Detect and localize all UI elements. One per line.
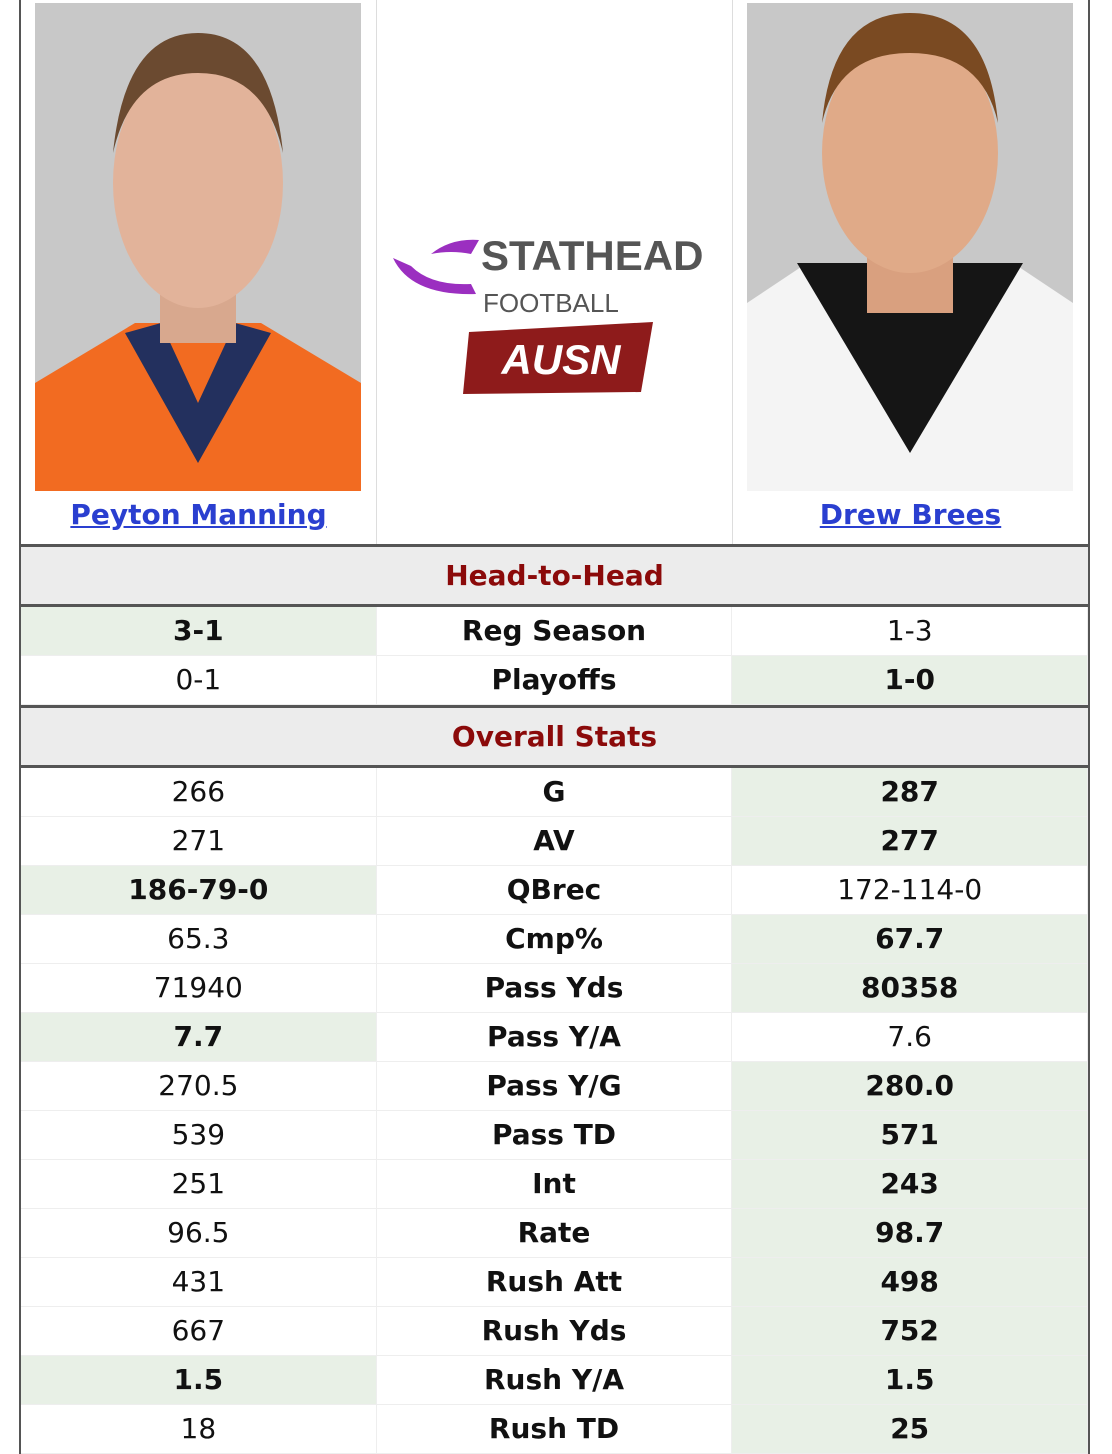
right-value: 498 xyxy=(732,1258,1089,1306)
stat-label: Pass Yds xyxy=(376,964,733,1012)
head-to-head-heading: Head-to-Head xyxy=(21,547,1088,607)
player-right-cell: Drew Brees xyxy=(733,0,1088,544)
logo-badge-text: AUSN xyxy=(500,336,622,383)
stat-label: Playoffs xyxy=(376,656,733,704)
stat-label: Rush Att xyxy=(376,1258,733,1306)
right-value: 7.6 xyxy=(732,1013,1089,1061)
stat-label: Rate xyxy=(376,1209,733,1257)
left-value: 65.3 xyxy=(21,915,377,963)
logo-cell: STATHEAD FOOTBALL AUSN xyxy=(377,0,733,544)
right-value: 80358 xyxy=(732,964,1089,1012)
stat-row: 71940 Pass Yds 80358 xyxy=(21,964,1089,1013)
overall-stats-rows: 266 G 287 271 AV 277 186-79-0 QBrec 172-114-0 65.… xyxy=(21,768,1089,1454)
left-value: 96.5 xyxy=(21,1209,377,1257)
stat-label: Pass Y/A xyxy=(376,1013,733,1061)
left-value: 539 xyxy=(21,1111,377,1159)
player-link-right[interactable]: Drew Brees xyxy=(819,498,1002,531)
left-value: 3-1 xyxy=(21,607,377,655)
headshot-image xyxy=(747,3,1073,491)
comparison-table: Peyton Manning STATHEAD FOOTBALL AUSN Dr… xyxy=(19,0,1090,1454)
left-value: 266 xyxy=(21,768,377,816)
stat-label: Rush TD xyxy=(376,1405,733,1453)
stat-row: 186-79-0 QBrec 172-114-0 xyxy=(21,866,1089,915)
left-value: 667 xyxy=(21,1307,377,1355)
headshot-image xyxy=(35,3,361,491)
stat-row: 18 Rush TD 25 xyxy=(21,1405,1089,1454)
head-to-head-rows: 3-1 Reg Season 1-3 0-1 Playoffs 1-0 xyxy=(21,607,1089,708)
stat-label: AV xyxy=(376,817,733,865)
right-value: 25 xyxy=(732,1405,1089,1453)
stat-label: Reg Season xyxy=(376,607,733,655)
right-value: 98.7 xyxy=(732,1209,1089,1257)
stat-row: 65.3 Cmp% 67.7 xyxy=(21,915,1089,964)
stat-row: 0-1 Playoffs 1-0 xyxy=(21,656,1089,705)
stat-row: 431 Rush Att 498 xyxy=(21,1258,1089,1307)
player-left-cell: Peyton Manning xyxy=(21,0,377,544)
left-value: 270.5 xyxy=(21,1062,377,1110)
right-value: 1-0 xyxy=(732,656,1089,704)
stat-row: 1.5 Rush Y/A 1.5 xyxy=(21,1356,1089,1405)
stat-row: 667 Rush Yds 752 xyxy=(21,1307,1089,1356)
stat-row: 271 AV 277 xyxy=(21,817,1089,866)
right-value: 1.5 xyxy=(732,1356,1089,1404)
stat-label: Pass TD xyxy=(376,1111,733,1159)
stat-row: 270.5 Pass Y/G 280.0 xyxy=(21,1062,1089,1111)
right-value: 280.0 xyxy=(732,1062,1089,1110)
left-value: 1.5 xyxy=(21,1356,377,1404)
stat-row: 251 Int 243 xyxy=(21,1160,1089,1209)
logo-brand-text: STATHEAD xyxy=(481,232,703,279)
right-value: 277 xyxy=(732,817,1089,865)
right-value: 752 xyxy=(732,1307,1089,1355)
left-value: 271 xyxy=(21,817,377,865)
right-value: 571 xyxy=(732,1111,1089,1159)
left-value: 186-79-0 xyxy=(21,866,377,914)
player-link-left[interactable]: Peyton Manning xyxy=(70,498,327,531)
stat-label: Cmp% xyxy=(376,915,733,963)
left-value: 71940 xyxy=(21,964,377,1012)
stat-label: Int xyxy=(376,1160,733,1208)
player-photo-right xyxy=(747,3,1073,491)
right-value: 1-3 xyxy=(732,607,1089,655)
left-value: 431 xyxy=(21,1258,377,1306)
player-photo-left xyxy=(35,3,361,491)
stathead-ausn-logo: STATHEAD FOOTBALL AUSN xyxy=(393,232,703,394)
left-value: 251 xyxy=(21,1160,377,1208)
stat-row: 7.7 Pass Y/A 7.6 xyxy=(21,1013,1089,1062)
stat-label: QBrec xyxy=(376,866,733,914)
left-value: 0-1 xyxy=(21,656,377,704)
right-value: 243 xyxy=(732,1160,1089,1208)
left-value: 18 xyxy=(21,1405,377,1453)
right-value: 67.7 xyxy=(732,915,1089,963)
stat-row: 3-1 Reg Season 1-3 xyxy=(21,607,1089,656)
player-header: Peyton Manning STATHEAD FOOTBALL AUSN Dr… xyxy=(21,0,1088,547)
stat-label: G xyxy=(376,768,733,816)
logo-sub-text: FOOTBALL xyxy=(483,288,619,318)
overall-stats-heading: Overall Stats xyxy=(21,708,1088,768)
right-value: 172-114-0 xyxy=(732,866,1089,914)
ausn-badge xyxy=(463,322,653,394)
stat-label: Rush Yds xyxy=(376,1307,733,1355)
stat-row: 539 Pass TD 571 xyxy=(21,1111,1089,1160)
right-value: 287 xyxy=(732,768,1089,816)
stat-row: 266 G 287 xyxy=(21,768,1089,817)
left-value: 7.7 xyxy=(21,1013,377,1061)
stat-label: Rush Y/A xyxy=(376,1356,733,1404)
stat-row: 96.5 Rate 98.7 xyxy=(21,1209,1089,1258)
stat-label: Pass Y/G xyxy=(376,1062,733,1110)
